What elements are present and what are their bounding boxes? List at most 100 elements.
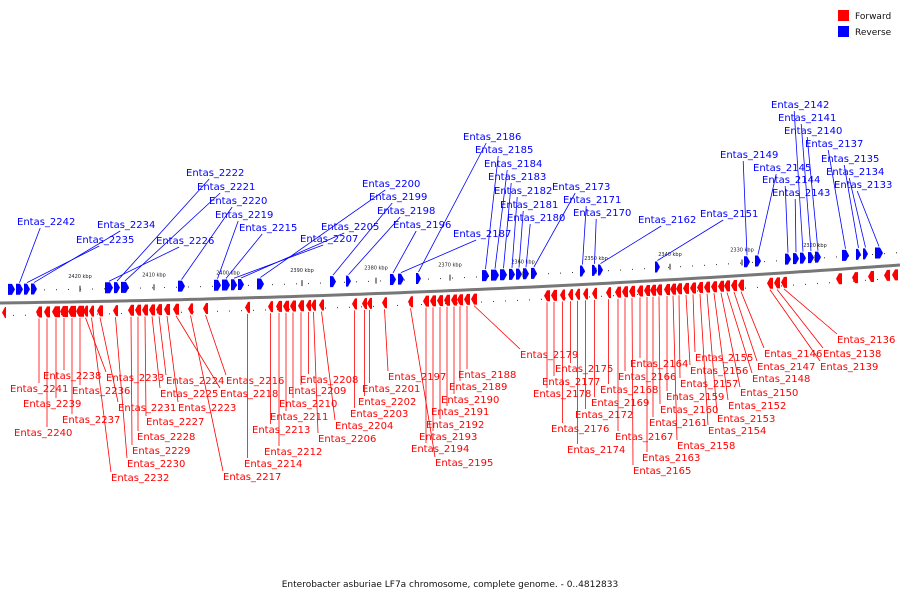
forward-gene-label: Entas_2227	[146, 417, 204, 428]
reverse-gene-label: Entas_2183	[488, 172, 546, 183]
track-dot	[104, 288, 105, 290]
reverse-gene-label: Entas_2151	[700, 209, 758, 220]
tick-label: 2390 kbp	[290, 268, 314, 274]
track-dot	[25, 314, 26, 316]
track-dot	[325, 307, 326, 309]
forward-gene-arrow	[60, 306, 68, 318]
reverse-gene-arrow	[800, 252, 806, 264]
forward-gene-arrow	[724, 280, 730, 292]
track-dot	[620, 269, 621, 271]
forward-gene-label: Entas_2147	[757, 362, 815, 373]
forward-gene-label: Entas_2176	[551, 424, 609, 435]
track-dot	[217, 310, 218, 312]
reverse-gene-arrow	[231, 279, 237, 291]
reverse-label-leader	[400, 239, 477, 274]
forward-gene-arrow	[451, 294, 457, 306]
track-dot	[781, 285, 782, 287]
tick-label: 2410 kbp	[142, 272, 166, 278]
reverse-gene-arrow	[755, 255, 761, 267]
forward-label-leader	[473, 305, 521, 350]
reverse-label-leader	[600, 225, 662, 264]
reverse-label-leader	[19, 227, 41, 283]
track-dot	[397, 304, 398, 306]
forward-gene-label: Entas_2157	[680, 379, 738, 390]
forward-gene-label: Entas_2161	[649, 418, 707, 429]
forward-gene-arrow	[664, 283, 670, 295]
forward-label-leader	[313, 311, 319, 434]
track-dot	[457, 302, 458, 304]
track-dot	[692, 265, 693, 267]
forward-gene-label: Entas_2150	[740, 388, 798, 399]
forward-gene-label: Entas_2169	[591, 398, 649, 409]
forward-label-leader	[713, 293, 729, 401]
forward-gene-arrow	[188, 303, 193, 315]
forward-gene-label: Entas_2191	[431, 407, 489, 418]
reverse-gene-label: Entas_2234	[97, 220, 155, 231]
track-dot	[193, 311, 194, 313]
forward-gene-label: Entas_2237	[62, 415, 120, 426]
reverse-gene-label: Entas_2134	[826, 167, 884, 178]
forward-gene-arrow	[731, 280, 737, 292]
reverse-gene-label: Entas_2173	[552, 182, 610, 193]
forward-gene-arrow	[245, 301, 250, 313]
reverse-gene-label: Entas_2140	[784, 126, 842, 137]
forward-gene-arrow	[711, 281, 717, 293]
reverse-label-leader	[348, 216, 401, 275]
forward-label-leader	[205, 314, 227, 376]
forward-gene-label: Entas_2211	[270, 412, 328, 423]
forward-gene-label: Entas_2228	[137, 432, 195, 443]
track-dot	[97, 313, 98, 315]
forward-gene-arrow	[781, 276, 787, 288]
reverse-gene-arrow	[531, 267, 537, 279]
forward-gene-arrow	[76, 305, 84, 317]
forward-label-leader	[158, 316, 167, 376]
track-dot	[872, 253, 873, 255]
forward-gene-arrow	[423, 295, 429, 307]
forward-gene-label: Entas_2203	[350, 409, 408, 420]
forward-gene-arrow	[135, 304, 141, 316]
track-dot	[373, 305, 374, 307]
forward-gene-arrow	[592, 287, 597, 299]
forward-gene-label: Entas_2210	[279, 399, 337, 410]
reverse-label-leader	[26, 245, 100, 283]
reverse-label-leader	[742, 160, 748, 256]
track-dot	[56, 289, 57, 291]
track-dot	[632, 268, 633, 270]
track-dot	[272, 284, 273, 286]
track-dot	[757, 286, 758, 288]
reverse-gene-arrow	[24, 283, 30, 295]
forward-gene-label: Entas_2233	[106, 373, 164, 384]
track-dot	[428, 278, 429, 280]
forward-gene-arrow	[83, 305, 88, 317]
reverse-gene-label: Entas_2205	[321, 222, 379, 233]
forward-label-leader	[776, 289, 824, 349]
forward-label-leader	[85, 317, 107, 373]
forward-gene-arrow	[203, 303, 208, 315]
forward-gene-arrow	[544, 290, 550, 302]
reverse-label-leader	[800, 123, 812, 252]
forward-gene-arrow	[836, 273, 842, 285]
forward-label-leader	[130, 316, 133, 446]
forward-label-leader	[91, 317, 112, 473]
reverse-gene-label: Entas_2181	[500, 200, 558, 211]
reverse-gene-label: Entas_2221	[197, 182, 255, 193]
forward-label-leader	[190, 315, 224, 472]
track-dot	[164, 287, 165, 289]
track-dot	[853, 280, 854, 282]
track-dot	[440, 278, 441, 280]
forward-gene-label: Entas_2195	[435, 458, 493, 469]
forward-label-leader	[706, 293, 718, 414]
reverse-gene-label: Entas_2162	[638, 215, 696, 226]
forward-gene-label: Entas_2218	[220, 389, 278, 400]
forward-gene-label: Entas_2139	[820, 362, 878, 373]
track-dot	[697, 290, 698, 292]
forward-label-leader	[726, 292, 753, 374]
forward-gene-arrow	[319, 299, 324, 311]
reverse-gene-label: Entas_2226	[156, 236, 214, 247]
forward-gene-label: Entas_2193	[419, 432, 477, 443]
forward-gene-arrow	[68, 305, 76, 317]
forward-gene-label: Entas_2190	[441, 395, 499, 406]
forward-gene-arrow	[464, 293, 470, 305]
forward-gene-arrow	[622, 286, 628, 298]
reverse-gene-label: Entas_2137	[805, 139, 863, 150]
